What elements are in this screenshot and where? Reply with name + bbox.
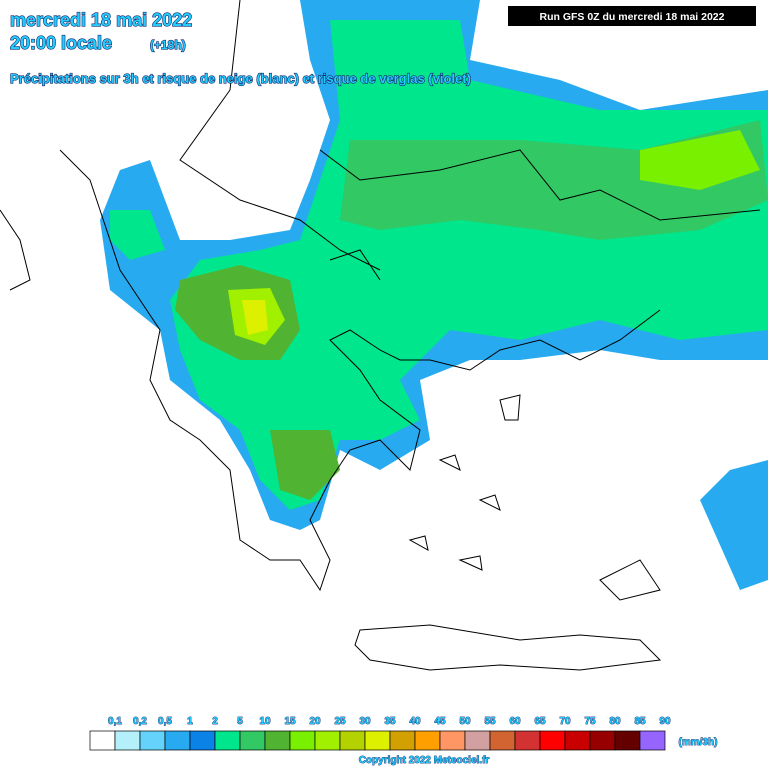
description: Précipitations sur 3h et risque de neige… <box>10 71 471 86</box>
legend-label: 65 <box>534 716 546 727</box>
legend-label: 85 <box>634 716 646 727</box>
legend-label: 2 <box>212 716 218 727</box>
legend-swatch <box>339 730 366 751</box>
legend-swatch <box>364 730 391 751</box>
legend-label: 15 <box>284 716 296 727</box>
legend: 0,1 0,2 0,5 1 2 5 10 15 20 25 30 35 40 45 50 55 60 65 70 75… <box>89 716 671 751</box>
legend-label: 30 <box>359 716 371 727</box>
legend-swatch <box>164 730 191 751</box>
precip-zone <box>110 210 165 260</box>
legend-label: 0,5 <box>158 716 172 727</box>
legend-label: 25 <box>334 716 346 727</box>
legend-swatch <box>189 730 216 751</box>
legend-swatch <box>414 730 441 751</box>
border <box>179 0 761 281</box>
copyright: Copyright 2022 Meteociel.fr <box>359 755 490 766</box>
legend-label: 1 <box>187 716 193 727</box>
legend-swatch <box>264 730 291 751</box>
legend-unit: (mm/3h) <box>679 737 718 748</box>
legend-label: 35 <box>384 716 396 727</box>
legend-label: 70 <box>559 716 571 727</box>
precip-zone <box>170 20 768 510</box>
coastlines <box>0 0 761 671</box>
legend-swatch <box>564 730 591 751</box>
legend-swatch <box>639 730 666 751</box>
legend-swatch <box>389 730 416 751</box>
time: 20:00 locale <box>10 33 112 53</box>
legend-swatch <box>514 730 541 751</box>
precip-zone <box>640 130 760 190</box>
legend-swatch <box>239 730 266 751</box>
legend-swatch <box>614 730 641 751</box>
legend-label: 40 <box>409 716 421 727</box>
legend-label: 80 <box>609 716 621 727</box>
legend-swatch <box>314 730 341 751</box>
precip-zone <box>270 430 340 500</box>
run-box <box>508 6 756 26</box>
legend-label: 0,1 <box>108 716 122 727</box>
crete <box>354 624 662 671</box>
islands <box>408 394 661 601</box>
precipitation-field <box>100 0 768 590</box>
run-info: Run GFS 0Z du mercredi 18 mai 2022 <box>540 11 725 23</box>
coastline <box>0 149 661 592</box>
legend-swatch <box>464 730 491 751</box>
legend-swatch <box>589 730 616 751</box>
legend-label: 90 <box>659 716 671 727</box>
legend-swatch <box>214 730 241 751</box>
legend-swatch <box>489 730 516 751</box>
legend-label: 0,2 <box>133 716 147 727</box>
legend-label: 5 <box>237 716 243 727</box>
legend-label: 20 <box>309 716 321 727</box>
legend-swatch <box>539 730 566 751</box>
precip-zone <box>242 300 268 335</box>
legend-swatch <box>89 730 116 751</box>
legend-label: 75 <box>584 716 596 727</box>
legend-swatch <box>114 730 141 751</box>
legend-label: 10 <box>259 716 271 727</box>
legend-label: 45 <box>434 716 446 727</box>
legend-swatch <box>289 730 316 751</box>
legend-swatch <box>139 730 166 751</box>
legend-swatch <box>439 730 466 751</box>
legend-label: 60 <box>509 716 521 727</box>
lead-time: (+18h) <box>150 38 186 52</box>
date: mercredi 18 mai 2022 <box>10 10 192 30</box>
legend-label: 55 <box>484 716 496 727</box>
legend-label: 50 <box>459 716 471 727</box>
